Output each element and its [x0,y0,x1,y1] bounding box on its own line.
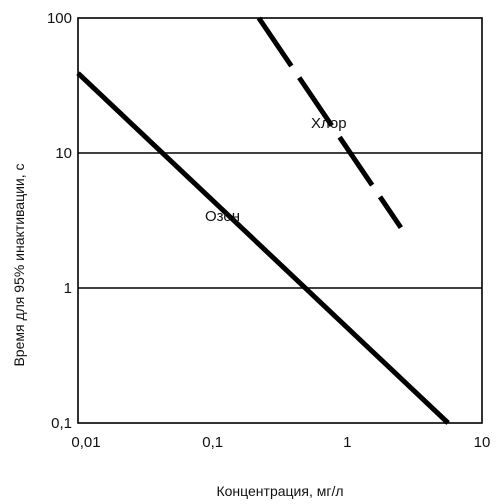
y-axis-title: Время для 95% инактивации, с [11,163,27,366]
y-tick-label: 1 [64,280,72,297]
x-tick-label: 10 [474,434,491,451]
x-tick-label: 1 [343,434,351,451]
y-tick-label: 10 [55,145,72,162]
x-tick-label: 0,01 [71,434,100,451]
series-line-ozone [76,71,450,425]
tick-labels: 0,1 1 10 100 0,01 0,1 1 10 [47,10,490,451]
series-line-chlorine [256,16,403,230]
y-tick-label: 100 [47,10,72,27]
x-tick-label: 0,1 [202,434,223,451]
plot-area [76,16,483,425]
series-label-ozone: Озон [205,208,240,225]
y-tick-label: 0,1 [51,415,72,432]
x-axis-title: Концентрация, мг/л [216,483,343,499]
series-label-chlorine: Хлор [311,115,347,132]
plot-frame [77,17,483,424]
